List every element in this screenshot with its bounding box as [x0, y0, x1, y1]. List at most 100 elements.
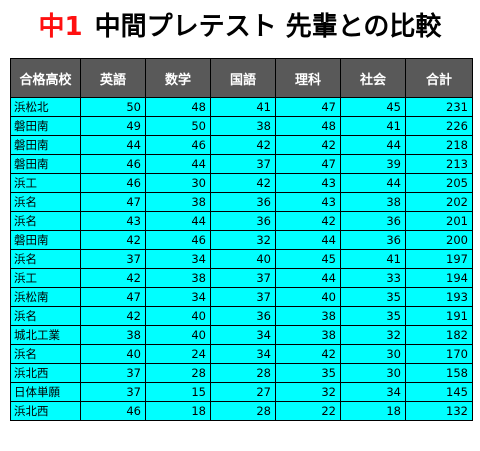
table-row: 磐田南 49 50 38 48 41 226 [10, 116, 473, 136]
score-cell: 132 [405, 401, 473, 421]
score-cell: 40 [80, 344, 146, 364]
score-cell: 42 [80, 268, 146, 288]
school-cell: 浜工 [10, 268, 81, 288]
score-cell: 50 [145, 116, 211, 136]
school-cell: 浜名 [10, 249, 81, 269]
school-cell: 磐田南 [10, 135, 81, 155]
school-cell: 磐田南 [10, 230, 81, 250]
score-cell: 24 [145, 344, 211, 364]
score-cell: 40 [145, 325, 211, 345]
score-cell: 38 [80, 325, 146, 345]
score-cell: 28 [210, 363, 276, 383]
score-cell: 43 [80, 211, 146, 231]
score-cell: 38 [145, 268, 211, 288]
school-cell: 浜名 [10, 211, 81, 231]
score-cell: 40 [275, 287, 341, 307]
score-cell: 202 [405, 192, 473, 212]
table-row: 浜松北 50 48 41 47 45 231 [10, 97, 473, 117]
score-cell: 30 [340, 344, 406, 364]
school-cell: 浜名 [10, 344, 81, 364]
school-cell: 浜北西 [10, 401, 81, 421]
score-cell: 200 [405, 230, 473, 250]
score-cell: 34 [340, 382, 406, 402]
score-cell: 38 [340, 192, 406, 212]
score-cell: 32 [210, 230, 276, 250]
score-cell: 39 [340, 154, 406, 174]
school-cell: 磐田南 [10, 116, 81, 136]
score-cell: 35 [275, 363, 341, 383]
school-cell: 浜松南 [10, 287, 81, 307]
score-cell: 41 [210, 97, 276, 117]
school-cell: 浜松北 [10, 97, 81, 117]
score-cell: 41 [340, 116, 406, 136]
score-cell: 40 [210, 249, 276, 269]
school-cell: 日体単願 [10, 382, 81, 402]
score-cell: 36 [340, 230, 406, 250]
table-row: 浜名 43 44 36 42 36 201 [10, 211, 473, 231]
score-cell: 37 [210, 268, 276, 288]
page-title: 中1 中間プレテスト 先輩との比較 [0, 4, 480, 44]
score-cell: 37 [210, 287, 276, 307]
score-cell: 34 [210, 344, 276, 364]
title-text: 中間プレテスト 先輩との比較 [94, 11, 442, 42]
table-row: 日体単願 37 15 27 32 34 145 [10, 382, 473, 402]
header-row: 合格高校 英語 数学 国語 理科 社会 合計 [10, 58, 473, 98]
score-cell: 194 [405, 268, 473, 288]
score-cell: 197 [405, 249, 473, 269]
score-cell: 15 [145, 382, 211, 402]
score-cell: 44 [145, 211, 211, 231]
score-cell: 18 [340, 401, 406, 421]
score-cell: 44 [80, 135, 146, 155]
table-row: 浜北西 37 28 28 35 30 158 [10, 363, 473, 383]
score-cell: 34 [145, 287, 211, 307]
score-cell: 22 [275, 401, 341, 421]
score-cell: 46 [145, 230, 211, 250]
score-cell: 42 [275, 344, 341, 364]
score-cell: 46 [80, 401, 146, 421]
school-cell: 浜名 [10, 192, 81, 212]
table-row: 浜名 47 38 36 43 38 202 [10, 192, 473, 212]
header-english: 英語 [80, 58, 146, 98]
table-row: 浜工 42 38 37 44 33 194 [10, 268, 473, 288]
table-row: 磐田南 46 44 37 47 39 213 [10, 154, 473, 174]
header-science: 理科 [275, 58, 341, 98]
school-cell: 浜北西 [10, 363, 81, 383]
score-cell: 35 [340, 306, 406, 326]
score-cell: 47 [275, 154, 341, 174]
header-social: 社会 [340, 58, 406, 98]
table-row: 浜北西 46 18 28 22 18 132 [10, 401, 473, 421]
score-cell: 49 [80, 116, 146, 136]
score-cell: 27 [210, 382, 276, 402]
score-cell: 37 [80, 363, 146, 383]
score-cell: 231 [405, 97, 473, 117]
header-japanese: 国語 [210, 58, 276, 98]
score-cell: 38 [210, 116, 276, 136]
score-cell: 44 [145, 154, 211, 174]
table-row: 浜名 40 24 34 42 30 170 [10, 344, 473, 364]
score-cell: 44 [340, 135, 406, 155]
table-row: 浜松南 47 34 37 40 35 193 [10, 287, 473, 307]
score-cell: 218 [405, 135, 473, 155]
score-cell: 42 [275, 135, 341, 155]
score-cell: 38 [145, 192, 211, 212]
score-cell: 213 [405, 154, 473, 174]
score-cell: 32 [340, 325, 406, 345]
score-cell: 40 [145, 306, 211, 326]
score-cell: 44 [340, 173, 406, 193]
score-cell: 47 [275, 97, 341, 117]
score-cell: 50 [80, 97, 146, 117]
score-cell: 34 [210, 325, 276, 345]
score-cell: 37 [80, 249, 146, 269]
score-cell: 42 [210, 135, 276, 155]
score-cell: 33 [340, 268, 406, 288]
school-cell: 磐田南 [10, 154, 81, 174]
header-total: 合計 [405, 58, 473, 98]
score-cell: 46 [80, 173, 146, 193]
score-cell: 36 [210, 306, 276, 326]
score-cell: 42 [80, 306, 146, 326]
score-cell: 36 [210, 211, 276, 231]
score-cell: 48 [145, 97, 211, 117]
score-cell: 48 [275, 116, 341, 136]
score-cell: 42 [275, 211, 341, 231]
score-cell: 18 [145, 401, 211, 421]
